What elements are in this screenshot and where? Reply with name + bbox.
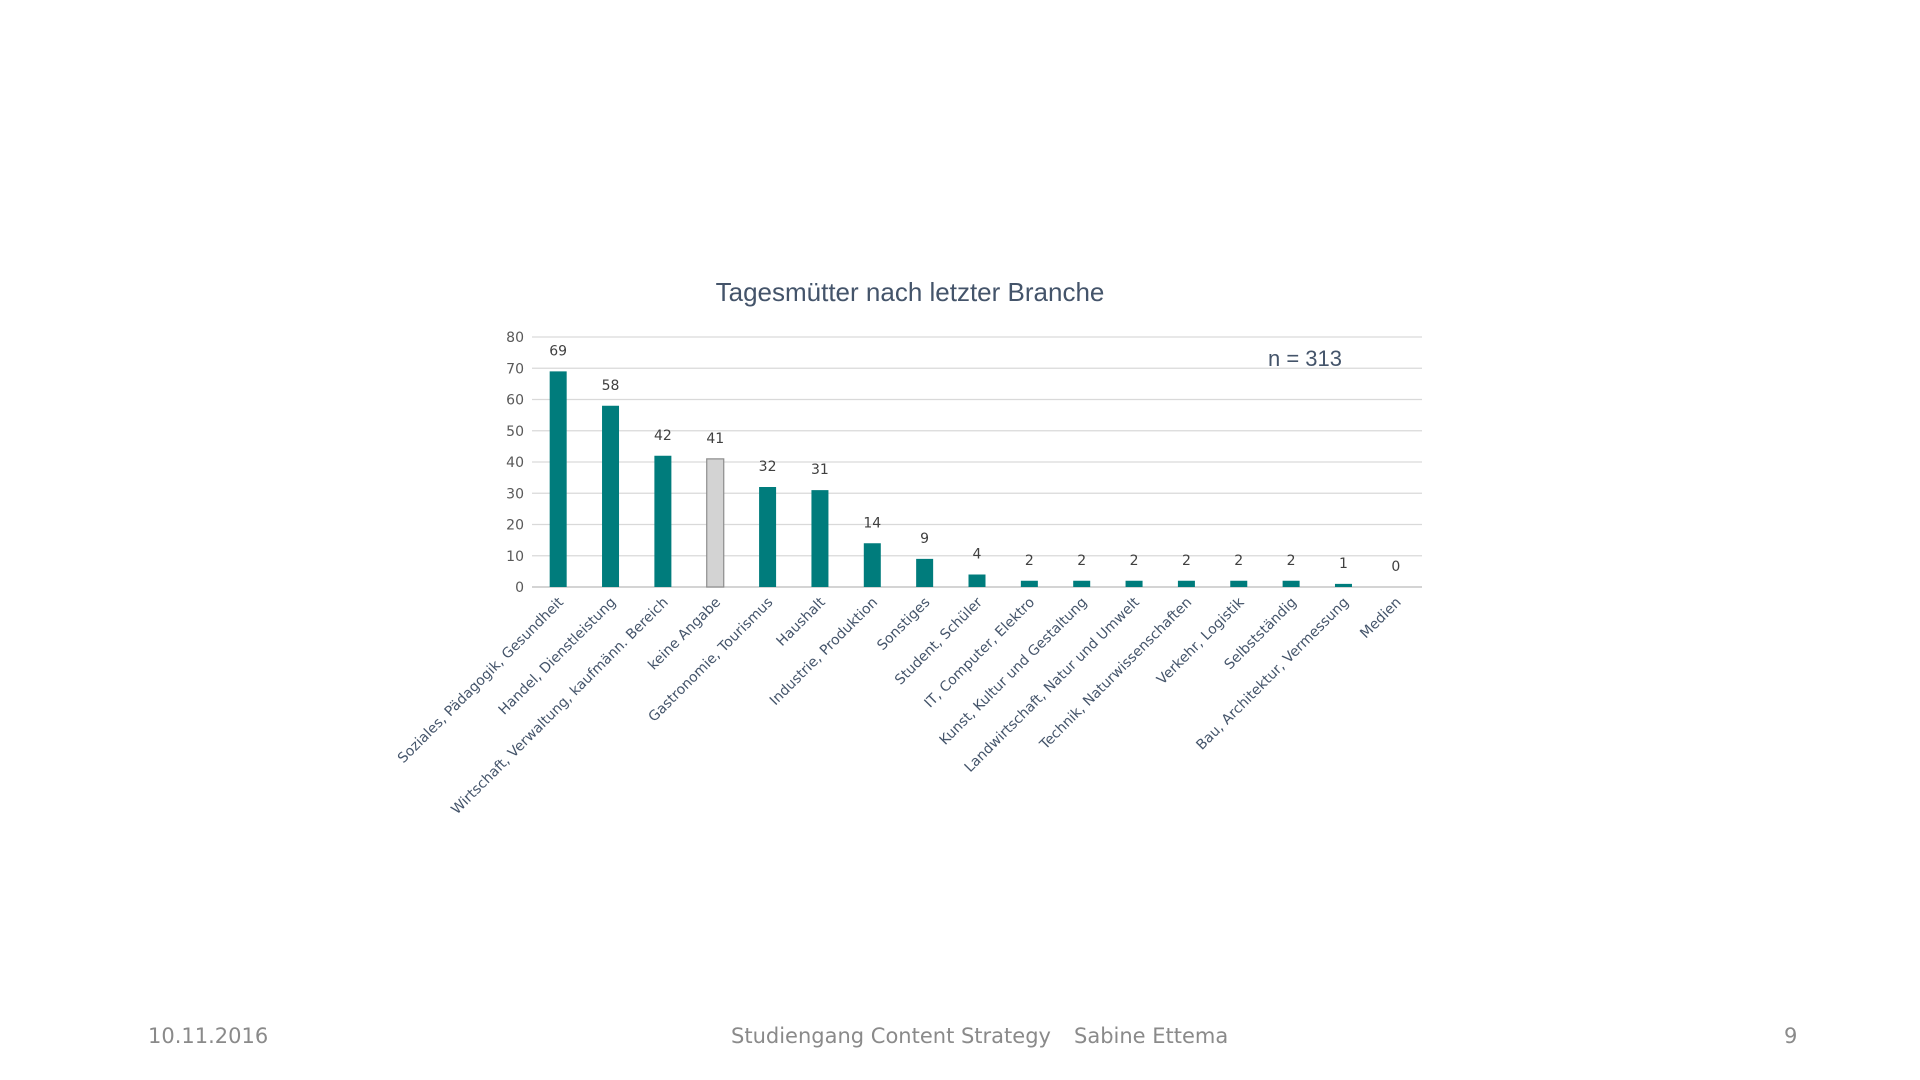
- y-tick-label: 40: [506, 455, 524, 471]
- bar: [1230, 580, 1248, 587]
- bar: [863, 543, 881, 587]
- bar: [1334, 583, 1352, 587]
- category-label: Wirtschaft, Verwaltung, kaufmänn. Bereic…: [448, 595, 671, 818]
- bar: [1073, 580, 1091, 587]
- category-label: Industrie, Produktion: [767, 595, 881, 709]
- data-label: 42: [654, 428, 672, 444]
- data-label: 9: [920, 531, 929, 547]
- y-tick-label: 50: [506, 424, 524, 440]
- bar: [811, 490, 829, 587]
- data-label: 2: [1234, 553, 1243, 569]
- footer-course: Studiengang Content Strategy: [731, 1024, 1051, 1048]
- bar: [602, 405, 620, 587]
- footer-date: 10.11.2016: [148, 1024, 269, 1048]
- data-label: 58: [602, 378, 620, 394]
- data-label: 32: [759, 459, 777, 475]
- y-tick-label: 0: [515, 580, 524, 596]
- data-label: 14: [863, 515, 881, 531]
- footer-page-number: 9: [1784, 1024, 1798, 1048]
- data-label: 69: [549, 343, 567, 359]
- y-tick-label: 60: [506, 393, 524, 409]
- bar: [1282, 580, 1300, 587]
- data-label: 4: [973, 547, 982, 563]
- bar: [916, 558, 934, 587]
- chart-title: Tagesmütter nach letzter Branche: [716, 277, 1105, 307]
- y-tick-label: 70: [506, 361, 524, 377]
- data-label: 2: [1287, 553, 1296, 569]
- category-label: Verkehr, Logistik: [1154, 594, 1248, 688]
- bar: [706, 458, 725, 588]
- y-tick-label: 30: [506, 486, 524, 502]
- data-label: 2: [1182, 553, 1191, 569]
- data-label: 0: [1391, 559, 1400, 575]
- y-tick-label: 20: [506, 518, 524, 534]
- category-label: Student, Schüler: [892, 594, 986, 688]
- y-axis-ticks: 0 10 20 30 40 50 60 70 80: [506, 330, 524, 596]
- footer-author: Sabine Ettema: [1074, 1024, 1229, 1048]
- bar: [1125, 580, 1143, 587]
- category-label: Haushalt: [774, 594, 830, 650]
- data-label: 1: [1339, 556, 1348, 572]
- y-tick-label: 80: [506, 330, 524, 346]
- data-label: 2: [1077, 553, 1086, 569]
- category-label: Medien: [1357, 595, 1404, 642]
- bar: [1177, 580, 1195, 587]
- sample-size-annotation: n = 313: [1268, 346, 1342, 371]
- y-tick-label: 10: [506, 549, 524, 565]
- bar: [654, 455, 672, 587]
- data-label: 41: [706, 431, 724, 447]
- bar: [968, 574, 986, 587]
- gridlines: [532, 336, 1422, 588]
- bar: [1020, 580, 1038, 587]
- bars: [549, 371, 1352, 588]
- data-label: 2: [1130, 553, 1139, 569]
- data-label: 31: [811, 462, 829, 478]
- bar: [549, 371, 567, 587]
- bar: [759, 487, 777, 587]
- data-label: 2: [1025, 553, 1034, 569]
